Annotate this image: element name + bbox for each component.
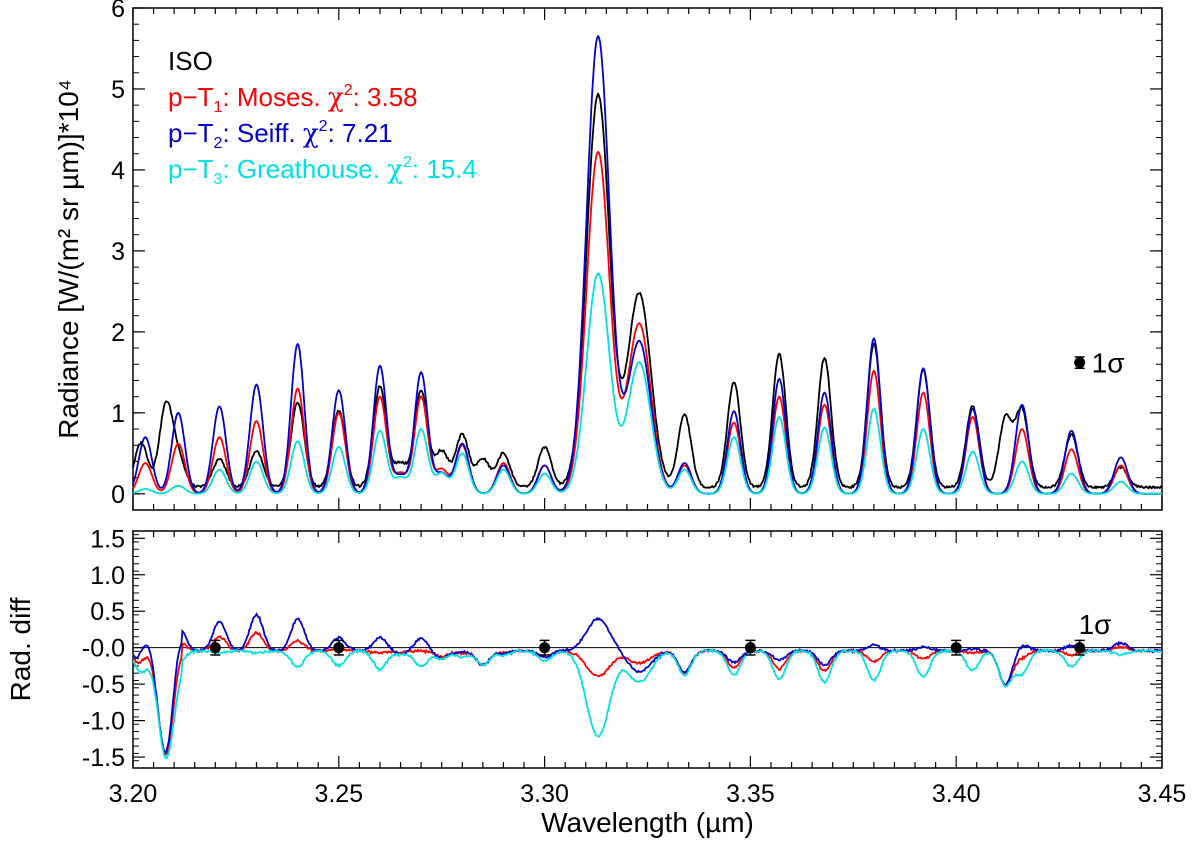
plot-frame (132, 530, 1163, 769)
residual-line-0 (133, 630, 1162, 757)
series-line-0 (132, 92, 1163, 490)
sigma-point (1074, 357, 1086, 369)
y-tick-label: -1.5 (82, 744, 125, 772)
y-tick-label: -1.0 (82, 708, 125, 736)
y-tick-label: -0.5 (82, 671, 125, 699)
y-axis-label: Radiance [W/(m² sr µm)]*10⁴ (53, 79, 84, 439)
residual-line-1 (133, 612, 1162, 755)
x-tick-label: 3.20 (109, 780, 158, 808)
residual-line-2 (133, 647, 1162, 759)
residual-point (539, 642, 551, 654)
y-tick-label: 0 (111, 481, 125, 509)
residual-sigma-label: 1σ (1079, 609, 1112, 640)
residual-point (1074, 642, 1086, 654)
x-tick-label: 3.25 (314, 780, 363, 808)
series-line-3 (132, 272, 1162, 495)
legend-entry-iso: ISO (168, 46, 213, 76)
x-tick-label: 3.30 (520, 780, 569, 808)
y-tick-label: 4 (111, 157, 125, 185)
y-tick-label: 6 (111, 0, 125, 23)
y-tick-label: 1 (111, 400, 125, 428)
top-panel: 0 1 2 3 4 5 6 Radiance [W/(m² sr µm)]*10⁴ ISO p−T… (53, 0, 1163, 511)
y-tick-label: 0.5 (90, 598, 125, 626)
legend: ISO p−T1: Moses. χ2: 3.58p−T2: Seiff. χ2:… (168, 46, 477, 188)
bottom-panel: 1.5 1.0 0.5 -0.0 -0.5 -1.0 -1.5 Rad. diff 3.20 3.… (5, 525, 1186, 838)
residual-point (333, 642, 345, 654)
legend-entry: p−T2: Seiff. χ2: 7.21 (168, 118, 393, 152)
x-tick-label: 3.45 (1138, 780, 1187, 808)
y-axis-label: Rad. diff (5, 597, 36, 701)
y-tick-label: -0.0 (82, 635, 125, 663)
y-tick-label: 2 (111, 319, 125, 347)
x-tick-label: 3.40 (932, 780, 981, 808)
residual-point (209, 642, 221, 654)
y-tick-label: 1.0 (90, 562, 125, 590)
residual-point (744, 642, 756, 654)
x-tick-label: 3.35 (726, 780, 775, 808)
y-tick-label: 1.5 (90, 525, 125, 553)
series-line-2 (132, 35, 1162, 495)
legend-entry: p−T3: Greathouse. χ2: 15.4 (168, 154, 477, 188)
residual-point (950, 642, 962, 654)
sigma-label: 1σ (1092, 348, 1125, 379)
x-axis-label: Wavelength (µm) (541, 807, 754, 838)
y-tick-label: 3 (111, 238, 125, 266)
y-tick-label: 5 (111, 76, 125, 104)
legend-entry: p−T1: Moses. χ2: 3.58 (168, 82, 418, 116)
